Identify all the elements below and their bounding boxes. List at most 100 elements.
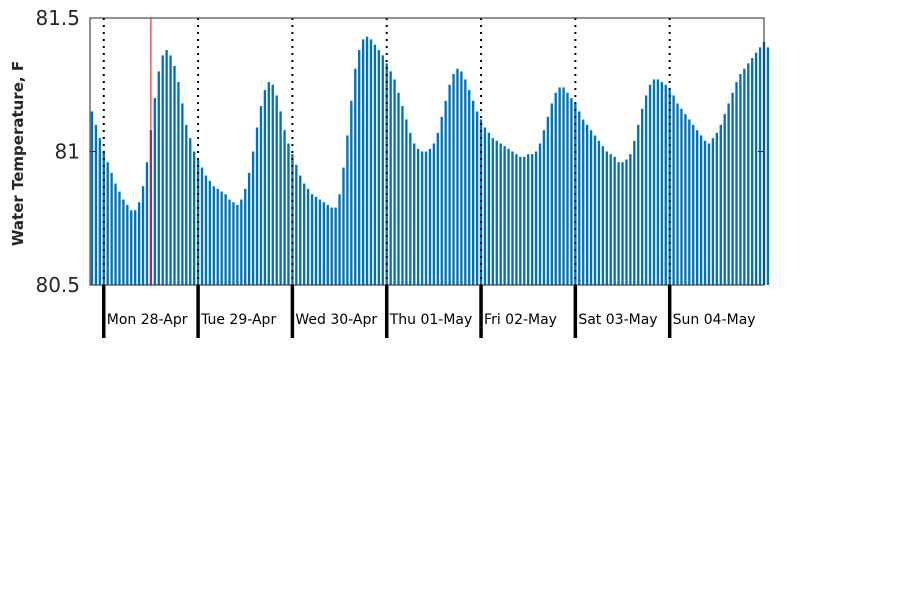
bar: [613, 156, 616, 285]
bar: [475, 111, 479, 285]
bar: [283, 130, 286, 285]
bar: [287, 143, 290, 285]
bar: [680, 108, 683, 285]
bar: [263, 90, 267, 285]
bar: [318, 199, 322, 285]
bar: [161, 55, 164, 285]
bar: [479, 119, 483, 286]
bar: [114, 183, 117, 285]
bar: [672, 95, 675, 286]
bar: [464, 79, 467, 285]
bar: [251, 151, 255, 285]
bar: [585, 124, 589, 285]
bar: [511, 151, 514, 285]
bar: [189, 138, 192, 285]
bar: [440, 116, 443, 285]
bar: [157, 71, 160, 286]
bar: [200, 167, 204, 285]
bar: [444, 100, 447, 286]
bar: [656, 79, 660, 285]
bar: [247, 172, 251, 285]
bar: [688, 119, 691, 286]
bar: [389, 71, 392, 286]
bar: [350, 100, 353, 286]
bar: [593, 135, 597, 285]
bar: [330, 207, 333, 285]
bar: [483, 127, 487, 285]
bar: [684, 114, 687, 286]
y-tick-label: 80.5: [35, 273, 80, 297]
bar: [385, 63, 388, 285]
bar: [224, 194, 227, 285]
bar: [530, 154, 534, 285]
y-tick-label: 81: [55, 140, 80, 164]
bar: [94, 124, 98, 285]
bar: [185, 124, 188, 285]
bar: [134, 210, 137, 285]
bar: [534, 151, 538, 285]
bar: [468, 90, 471, 285]
bar: [303, 183, 306, 285]
bar: [566, 92, 569, 285]
bar: [727, 103, 730, 285]
bar: [401, 106, 404, 285]
day-label: Wed 30-Apr: [295, 312, 377, 328]
bar: [640, 108, 644, 285]
bar: [122, 199, 125, 285]
bar: [365, 36, 369, 285]
bar: [743, 68, 746, 285]
bar: [90, 111, 94, 285]
bar: [460, 71, 463, 286]
bar: [310, 194, 314, 285]
bar-series: [90, 36, 770, 286]
bar: [715, 132, 719, 285]
bar: [751, 58, 754, 285]
bar: [354, 68, 357, 285]
bar: [589, 130, 593, 285]
bar: [625, 159, 628, 285]
bar: [98, 138, 102, 285]
bar: [267, 82, 270, 285]
bar: [507, 148, 510, 285]
bar: [192, 151, 196, 285]
bar: [118, 191, 121, 285]
bar: [601, 146, 605, 285]
bar: [578, 111, 581, 285]
bar: [208, 180, 212, 285]
bar: [416, 148, 420, 285]
bar: [314, 196, 318, 285]
bar: [617, 162, 620, 285]
bar: [605, 151, 608, 285]
bar: [405, 119, 408, 286]
bar: [259, 106, 263, 285]
bar: [452, 74, 455, 285]
y-tick-label: 81.5: [35, 6, 80, 30]
day-label: Tue 29-Apr: [200, 312, 276, 328]
bar: [110, 172, 113, 285]
bar: [369, 39, 373, 285]
bar: [141, 186, 145, 285]
bar: [428, 148, 432, 285]
bar: [503, 146, 506, 285]
bar: [664, 84, 667, 285]
bar: [432, 143, 436, 285]
bar: [519, 156, 522, 285]
bar: [420, 151, 424, 285]
bar: [766, 47, 770, 286]
bar: [173, 66, 176, 285]
bar: [177, 82, 180, 285]
bar: [397, 92, 400, 285]
bar: [346, 135, 349, 285]
bar: [758, 47, 762, 286]
bar: [499, 143, 502, 285]
bar: [731, 92, 734, 285]
bar: [637, 124, 640, 285]
bar: [255, 127, 259, 285]
bar: [137, 202, 141, 285]
bar: [212, 186, 215, 285]
bar: [228, 199, 231, 285]
bar: [538, 143, 542, 285]
bar: [739, 74, 742, 285]
bar: [747, 63, 750, 285]
